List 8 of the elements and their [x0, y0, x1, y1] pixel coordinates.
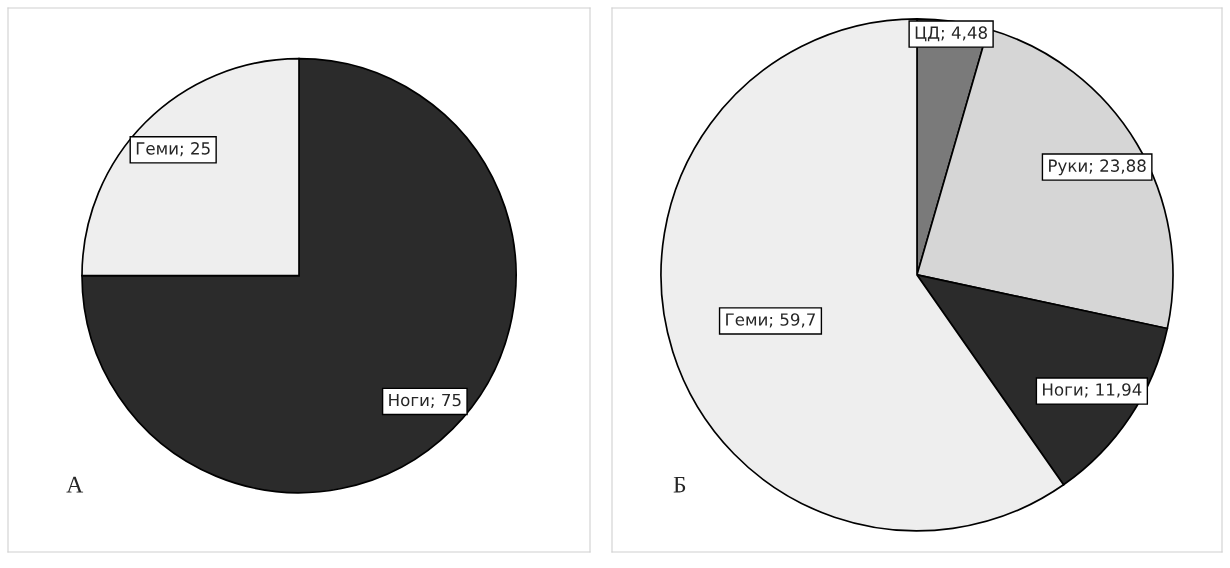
slice-label: ЦД; 4,48 — [915, 26, 987, 42]
slice-label: Геми; 25 — [136, 142, 210, 157]
text: А — [66, 476, 84, 493]
slice-label: Руки; 23,88 — [1049, 159, 1146, 176]
slice-label: Ноги; 75 — [389, 393, 461, 409]
slice-label: Геми; 59,7 — [726, 313, 815, 328]
slice-label: Ноги; 11,94 — [1043, 383, 1142, 398]
text: Б — [673, 476, 686, 493]
